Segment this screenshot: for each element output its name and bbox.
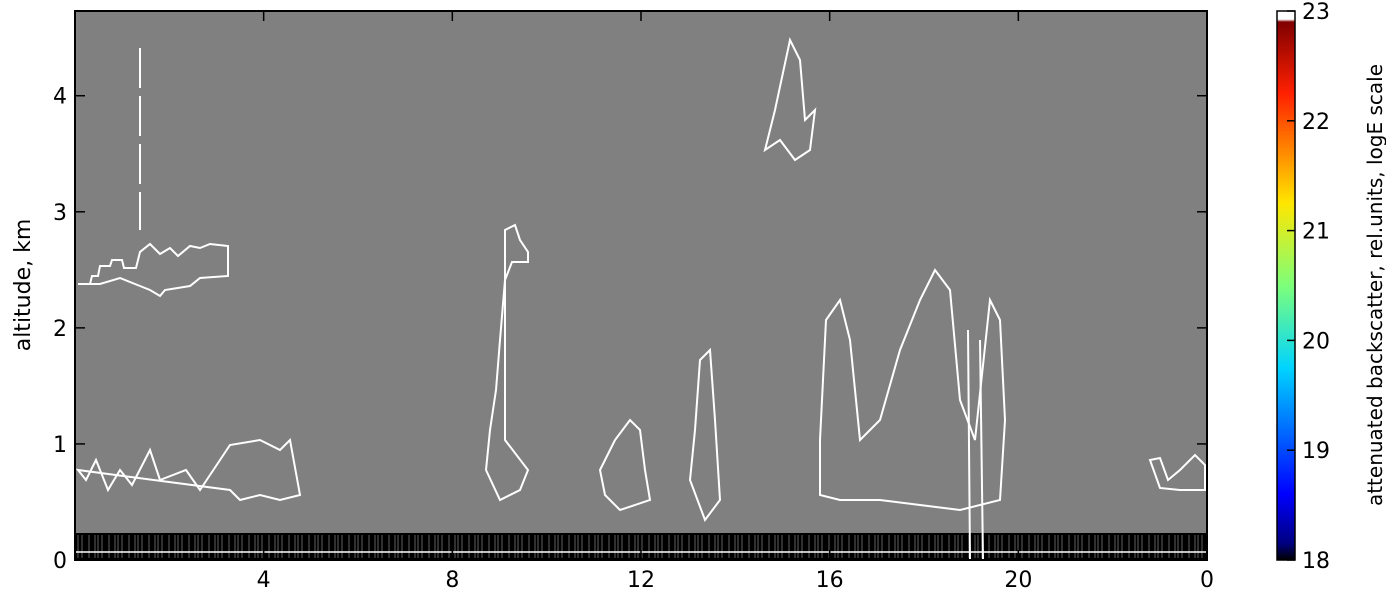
contour [598,418,652,512]
contour [688,347,722,523]
contour [763,37,817,162]
y-tick-label: 0 [53,549,67,574]
colorbar-tick-label: 19 [1302,439,1330,464]
y-tick-label: 4 [53,85,67,110]
contour [819,268,1007,512]
contour [78,242,229,298]
colorbar-tick-label: 23 [1302,0,1330,25]
colorbar-tick-label: 18 [1302,549,1330,574]
x-tick-label: 4 [257,568,271,593]
colorbar-label: attenuated backscatter, rel.units, logE … [1363,64,1386,506]
plot-area [75,11,1207,560]
contour [967,329,984,561]
x-tick-label: 20 [1004,568,1032,593]
colorbar-tick-label: 21 [1302,220,1330,245]
colorbar-tick-label: 20 [1302,329,1330,354]
x-tick-label: 0 [1200,568,1214,593]
contour [75,437,302,502]
x-tick-label: 16 [816,568,844,593]
y-tick-label: 2 [53,317,67,342]
y-tick-label: 3 [53,201,67,226]
colorbar-tick-label: 22 [1302,110,1330,135]
x-tick-label: 12 [627,568,655,593]
y-tick-label: 1 [53,433,67,458]
plot-frame [74,10,1208,561]
contour [484,223,530,502]
contour [1148,453,1206,491]
colorbar [1276,10,1296,561]
y-axis-label: altitude, km [11,219,36,352]
x-tick-label: 8 [445,568,459,593]
